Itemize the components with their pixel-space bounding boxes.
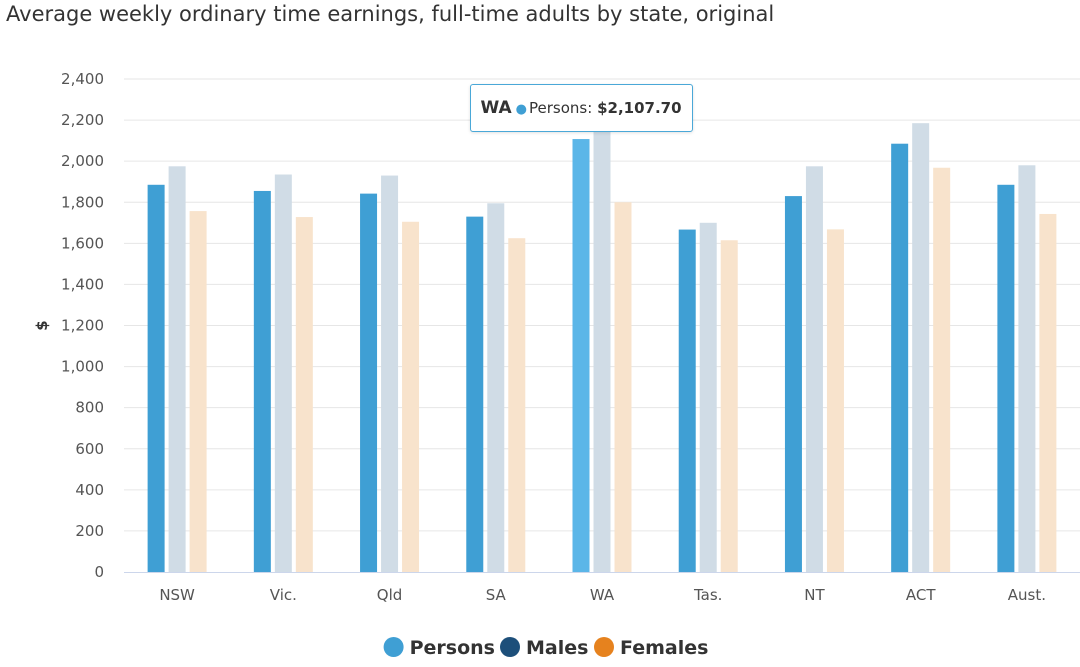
- bar-persons-nsw[interactable]: [147, 184, 165, 572]
- bar-females-sa[interactable]: [508, 238, 526, 572]
- y-tick-label: 2,000: [61, 152, 104, 170]
- legend-females-marker-icon[interactable]: [594, 637, 614, 657]
- bar-persons-qld[interactable]: [360, 193, 378, 572]
- tooltip-category: WA: [480, 98, 512, 118]
- bar-females-nt[interactable]: [826, 229, 844, 573]
- bar-males-tas[interactable]: [699, 222, 717, 572]
- y-tick-label: 1,400: [61, 275, 104, 293]
- y-tick-label: 2,200: [61, 111, 104, 129]
- bars: [147, 123, 1057, 573]
- x-tick-label: Vic.: [270, 586, 297, 604]
- x-axis-tick-labels: NSW Vic. Qld SA WA Tas. NT ACT Aust.: [159, 586, 1046, 604]
- bar-persons-vic[interactable]: [253, 190, 271, 572]
- y-tick-label: 1,800: [61, 193, 104, 211]
- legend-males-label[interactable]: Males: [526, 637, 588, 659]
- y-tick-label: 0: [94, 563, 104, 581]
- bar-females-qld[interactable]: [402, 221, 420, 572]
- x-tick-label: Aust.: [1008, 586, 1046, 604]
- bar-females-wa[interactable]: [614, 202, 632, 572]
- x-tick-label: NSW: [159, 586, 195, 604]
- bar-males-nt[interactable]: [805, 166, 823, 573]
- bar-females-aust[interactable]: [1039, 213, 1057, 573]
- y-tick-label: 600: [75, 440, 104, 458]
- y-tick-label: 800: [75, 399, 104, 417]
- bar-males-wa[interactable]: [593, 123, 611, 572]
- chart-title: Average weekly ordinary time earnings, f…: [6, 2, 775, 26]
- x-tick-label: ACT: [906, 586, 936, 604]
- y-tick-label: 400: [75, 481, 104, 499]
- y-tick-label: 1,200: [61, 317, 104, 335]
- bar-persons-act[interactable]: [891, 143, 909, 573]
- y-tick-label: 1,000: [61, 358, 104, 376]
- legend-persons-label[interactable]: Persons: [410, 637, 495, 659]
- x-tick-label: Tas.: [693, 586, 722, 604]
- legend: Persons Males Females: [383, 637, 708, 659]
- tooltip-series-dot-icon: ●: [515, 102, 527, 117]
- y-tick-label: 200: [75, 522, 104, 540]
- legend-males-marker-icon[interactable]: [500, 637, 520, 657]
- y-tick-label: 1,600: [61, 234, 104, 252]
- legend-persons-marker-icon[interactable]: [383, 637, 404, 657]
- legend-females-label[interactable]: Females: [620, 637, 708, 659]
- bar-persons-sa[interactable]: [466, 216, 484, 573]
- x-tick-label: Qld: [377, 586, 403, 604]
- bar-persons-tas[interactable]: [678, 229, 696, 572]
- y-axis-label: $: [33, 320, 51, 330]
- bar-males-vic[interactable]: [274, 174, 292, 573]
- x-tick-label: SA: [486, 586, 507, 604]
- bar-females-tas[interactable]: [720, 240, 738, 573]
- bar-males-act[interactable]: [912, 123, 930, 572]
- bar-females-vic[interactable]: [295, 217, 313, 573]
- bar-persons-wa[interactable]: [572, 139, 590, 573]
- bar-males-sa[interactable]: [487, 203, 505, 572]
- bar-persons-aust[interactable]: [997, 184, 1015, 572]
- bar-females-act[interactable]: [933, 167, 951, 573]
- y-axis-tick-labels: 0 200 400 600 800 1,000 1,200 1,400 1,600 1,800 2,…: [61, 70, 104, 581]
- bar-males-aust[interactable]: [1018, 165, 1036, 572]
- tooltip: WA ● Persons: $2,107.70: [469, 84, 693, 132]
- tooltip-value: $2,107.70: [597, 99, 682, 117]
- x-tick-label: NT: [804, 586, 825, 604]
- bar-persons-nt[interactable]: [784, 196, 802, 572]
- bar-females-nsw[interactable]: [189, 211, 207, 572]
- x-tick-label: WA: [590, 586, 615, 604]
- y-tick-label: 2,400: [61, 70, 104, 88]
- tooltip-series-name: Persons: [529, 99, 588, 117]
- bar-males-qld[interactable]: [381, 175, 399, 572]
- tooltip-separator: :: [587, 99, 593, 117]
- bar-males-nsw[interactable]: [168, 166, 186, 573]
